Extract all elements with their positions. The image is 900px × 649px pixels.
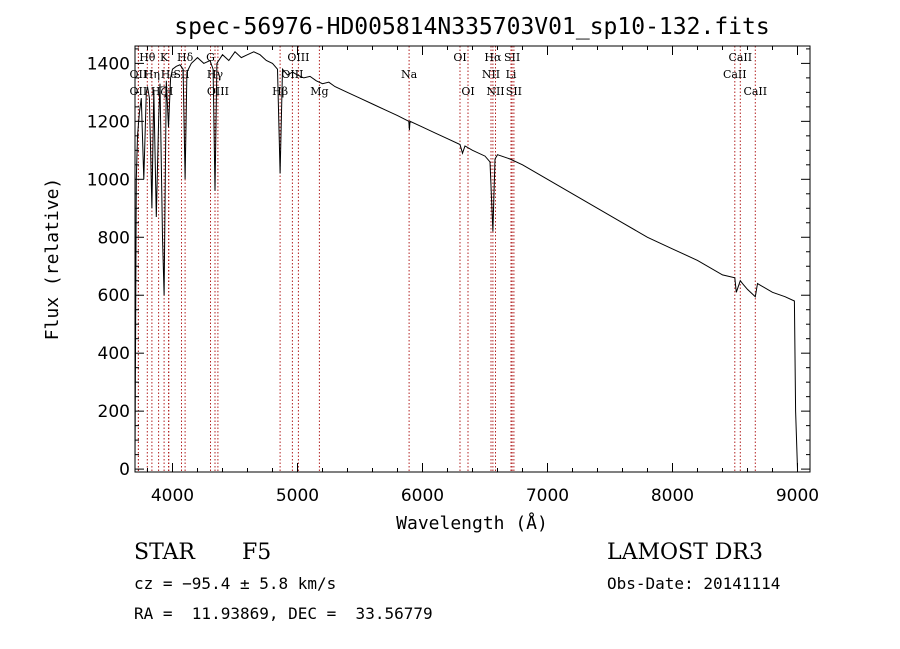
- survey-name: LAMOST DR3: [607, 540, 763, 565]
- y-tick-label: 1000: [87, 170, 130, 190]
- chart-title: spec-56976-HD005814N335703V01_sp10-132.f…: [174, 14, 769, 40]
- line-label: CaII: [728, 51, 752, 64]
- x-tick-label: 5000: [276, 486, 319, 506]
- line-label: Hα: [484, 51, 502, 64]
- y-axis-label: Flux (relative): [42, 178, 63, 341]
- line-label: OII: [130, 85, 148, 98]
- y-tick-label: 0: [119, 460, 130, 480]
- line-label: K: [160, 51, 169, 64]
- line-label: G: [206, 51, 215, 64]
- line-label: NII: [482, 68, 500, 81]
- line-label: Hγ: [207, 68, 224, 81]
- line-label: OII: [130, 68, 148, 81]
- y-axis: 0 200 400 600 800 1000 1200 1400: [87, 48, 810, 480]
- line-label: Mg: [310, 85, 328, 98]
- x-axis: 4000 5000 6000 7000 8000 9000: [147, 46, 819, 506]
- x-tick-label: 4000: [151, 486, 194, 506]
- line-label: CaII: [743, 85, 767, 98]
- line-markers: [137, 46, 756, 472]
- coordinates: RA = 11.93869, DEC = 33.56779: [134, 604, 433, 623]
- line-label: OI: [461, 85, 474, 98]
- line-label: Na: [401, 68, 418, 81]
- line-label: Li: [506, 68, 517, 81]
- line-label: Hδ: [177, 51, 194, 64]
- line-label: OIII: [287, 51, 309, 64]
- plot-frame: [134, 45, 811, 473]
- line-label: H: [164, 85, 174, 98]
- object-class: STAR: [134, 540, 195, 565]
- line-label: He: [161, 68, 177, 81]
- line-label: NII: [486, 85, 504, 98]
- x-tick-label: 8000: [651, 486, 694, 506]
- y-tick-label: 200: [98, 402, 130, 422]
- x-axis-label: Wavelength (Å): [396, 512, 548, 534]
- x-tick-label: 9000: [776, 486, 819, 506]
- y-tick-label: 400: [98, 344, 130, 364]
- line-label: OIII: [207, 85, 229, 98]
- line-label: Hη: [144, 68, 160, 81]
- line-label: OI: [453, 51, 466, 64]
- x-tick-label: 7000: [526, 486, 569, 506]
- object-subclass: F5: [242, 540, 272, 565]
- y-tick-label: 1400: [87, 54, 130, 74]
- line-label: Hζ: [151, 85, 167, 98]
- redshift-value: cz = −95.4 ± 5.8 km/s: [134, 574, 337, 593]
- y-tick-label: 1200: [87, 112, 130, 132]
- line-label: CaII: [723, 68, 747, 81]
- line-label: SII: [504, 51, 520, 64]
- line-label: SII: [173, 68, 189, 81]
- spectrum-line: [134, 51, 798, 470]
- y-tick-label: 600: [98, 286, 130, 306]
- y-tick-label: 800: [98, 228, 130, 248]
- line-label: Hθ: [139, 51, 156, 64]
- x-tick-label: 6000: [401, 486, 444, 506]
- line-label: OIII: [281, 68, 303, 81]
- obs-date: Obs-Date: 20141114: [607, 574, 781, 593]
- line-label: SII: [506, 85, 522, 98]
- line-label: Hβ: [272, 85, 288, 98]
